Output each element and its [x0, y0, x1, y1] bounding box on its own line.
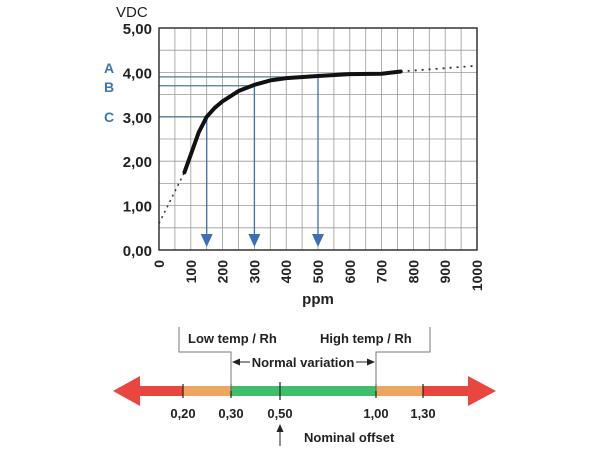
y-tick-labels: 0,00 1,00 2,00 3,00 4,00 5,00: [123, 21, 152, 260]
scale-segment-orange-right: [376, 386, 423, 396]
arrow-left-small-icon: [232, 358, 240, 366]
x-tick-label: 800: [405, 260, 421, 284]
x-tick-label: 1000: [469, 260, 485, 291]
marker-label-C: C: [104, 109, 114, 125]
plot-frame: [158, 27, 478, 251]
curve: [158, 64, 478, 224]
curve-measured: [182, 69, 403, 175]
scale-segment-green: [231, 386, 376, 396]
curve-extrapolation-low: [158, 171, 186, 224]
marker-label-A: A: [104, 60, 114, 76]
arrow-right-icon: [468, 376, 496, 406]
arrow-right-small-icon: [367, 358, 375, 366]
x-tick-label: 400: [278, 260, 294, 284]
y-tick-label: 3,00: [123, 110, 152, 127]
nominal-offset-label: Nominal offset: [304, 430, 395, 445]
high-temp-label: High temp / Rh: [320, 331, 412, 346]
scale-tick-label: 0,30: [218, 406, 243, 421]
arrow-down-icon: [312, 234, 324, 247]
x-tick-label: 200: [215, 260, 231, 284]
arrow-up-icon: [276, 424, 284, 432]
x-tick-label: 700: [374, 260, 390, 284]
scale-segment-red-right: [423, 386, 473, 396]
scale-tick-label: 0,20: [170, 406, 195, 421]
high-temp-bracket: [375, 327, 431, 391]
x-tick-labels: 0 100 200 300 400 500 600 700 800 900 1000: [151, 260, 485, 291]
arrow-left-icon: [113, 376, 140, 406]
scale-segment-orange-left: [183, 386, 231, 396]
x-tick-label: 900: [437, 260, 453, 284]
marker-label-B: B: [104, 79, 114, 95]
y-tick-label: 0,00: [123, 243, 152, 260]
curve-extrapolation-high: [400, 64, 478, 73]
normal-variation-label: Normal variation: [252, 355, 355, 370]
low-temp-bracket: [178, 327, 232, 391]
y-tick-label: 1,00: [123, 199, 152, 216]
x-tick-label: 500: [310, 260, 326, 284]
y-tick-label: 2,00: [123, 154, 152, 171]
x-tick-label: 600: [342, 260, 358, 284]
scale-tick-label: 1,00: [363, 406, 388, 421]
arrow-down-icon: [248, 234, 261, 247]
offset-scale: 0,20 0,30 0,50 1,00 1,30: [113, 327, 496, 446]
arrow-down-icon: [200, 234, 213, 247]
scale-tick-label: 0,50: [267, 406, 292, 421]
y-axis-label: VDC: [116, 4, 148, 21]
x-tick-label: 300: [246, 260, 262, 284]
scale-segment-red-left: [135, 386, 183, 396]
low-temp-label: Low temp / Rh: [188, 331, 277, 346]
y-tick-label: 4,00: [123, 65, 152, 82]
x-tick-label: 100: [183, 260, 199, 284]
y-tick-label: 5,00: [123, 21, 152, 38]
scale-tick-label: 1,30: [410, 406, 435, 421]
x-axis-label: ppm: [302, 291, 334, 308]
x-tick-label: 0: [151, 260, 167, 268]
